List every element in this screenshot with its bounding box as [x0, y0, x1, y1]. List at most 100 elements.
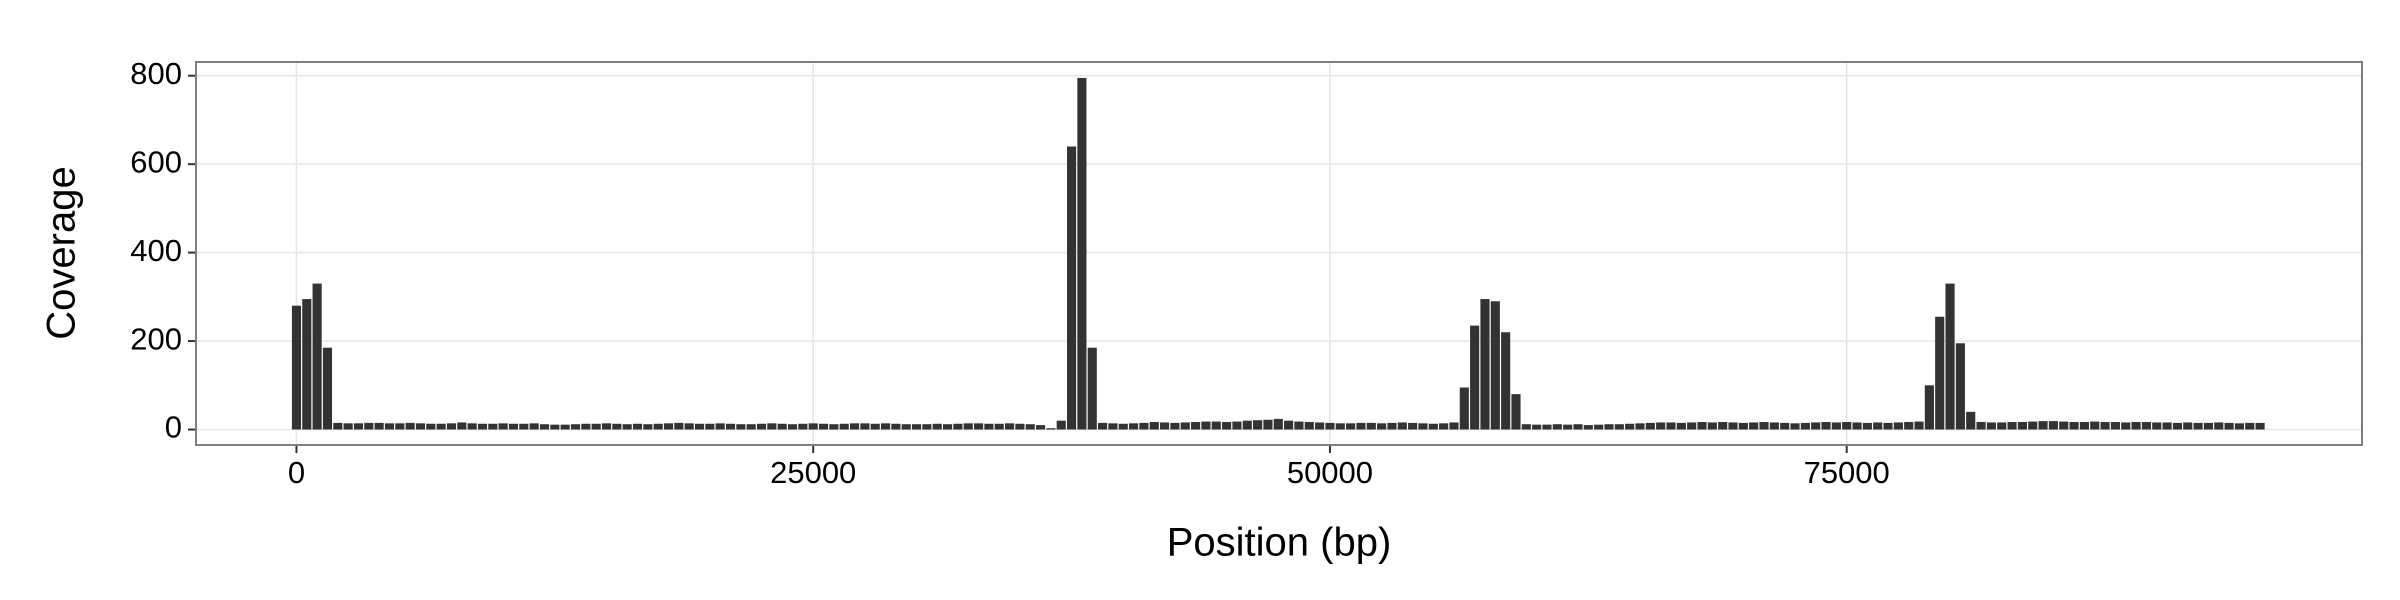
y-axis-title: Coverage — [40, 166, 84, 339]
bar — [1521, 424, 1531, 430]
bar — [581, 423, 591, 430]
bar — [1077, 77, 1087, 430]
bar — [756, 423, 767, 430]
bar — [1439, 423, 1449, 430]
bar — [1862, 422, 1872, 430]
bar — [2141, 422, 2151, 430]
bar — [1325, 422, 1335, 430]
bar — [2069, 422, 2079, 430]
bar — [1697, 422, 1707, 430]
bar — [1511, 394, 1521, 430]
x-tick-label: 25000 — [770, 455, 856, 490]
bar — [426, 423, 436, 430]
plot-panel — [196, 62, 2362, 445]
bar — [477, 423, 488, 430]
bar — [911, 424, 922, 430]
bar — [374, 422, 384, 430]
bar — [1470, 325, 1480, 430]
bar — [2028, 421, 2038, 430]
bar — [663, 423, 674, 430]
bar — [2121, 422, 2131, 430]
bar — [591, 423, 601, 430]
bar — [405, 422, 415, 430]
bar — [1769, 422, 1779, 430]
bar — [2059, 421, 2069, 430]
bar — [1728, 422, 1738, 430]
bar — [1924, 385, 1934, 430]
bar — [1656, 422, 1666, 430]
bar — [519, 423, 529, 430]
bar — [1614, 424, 1624, 430]
bar — [436, 423, 446, 430]
bar — [2172, 422, 2182, 430]
bar — [798, 423, 808, 430]
bar — [2110, 422, 2120, 430]
bar — [839, 423, 849, 430]
bar — [725, 423, 736, 430]
bar — [2224, 422, 2234, 430]
y-tick-label: 800 — [130, 56, 182, 91]
bar — [1842, 422, 1852, 430]
y-tick-label: 400 — [130, 233, 182, 268]
x-axis-title: Position (bp) — [1167, 521, 1392, 565]
bar — [1645, 422, 1655, 430]
bar — [508, 423, 519, 430]
bar — [570, 424, 581, 430]
bar — [2245, 422, 2255, 430]
bar — [860, 423, 870, 430]
bar — [705, 423, 715, 430]
bar — [1749, 422, 1759, 430]
bar — [498, 423, 508, 430]
plot-border — [195, 61, 2363, 446]
bar — [2048, 421, 2058, 430]
bar — [870, 423, 880, 430]
bar — [777, 423, 787, 430]
bar — [1707, 422, 1717, 430]
bar — [1790, 423, 1800, 430]
bar — [2152, 422, 2162, 430]
bar — [1759, 422, 1769, 430]
bar — [1935, 316, 1945, 430]
bar — [2162, 422, 2172, 430]
bar — [880, 423, 891, 430]
bar — [2183, 422, 2193, 430]
bar — [653, 423, 663, 430]
bar — [1263, 419, 1273, 430]
bar — [694, 423, 705, 430]
bar — [953, 423, 963, 430]
bar — [1356, 422, 1366, 430]
bar — [1149, 422, 1159, 430]
y-tick-label: 200 — [130, 321, 182, 356]
bar — [1552, 424, 1562, 430]
bar — [1408, 422, 1418, 430]
bar — [1304, 422, 1314, 430]
bar — [1191, 422, 1201, 430]
bar — [1738, 422, 1748, 430]
bar — [1945, 283, 1955, 430]
bar — [467, 423, 477, 430]
bar — [1160, 422, 1170, 430]
bar — [1025, 424, 1035, 430]
bar — [643, 424, 653, 430]
bar — [1986, 422, 1996, 430]
bar — [1294, 421, 1304, 430]
bar — [1459, 387, 1469, 430]
bar — [395, 423, 405, 430]
bar — [1583, 425, 1593, 430]
bar — [1346, 423, 1356, 430]
bar — [312, 283, 322, 430]
bar — [1098, 422, 1108, 430]
bar — [1273, 418, 1283, 430]
bar — [353, 423, 364, 430]
bar — [302, 299, 312, 430]
bar — [1976, 422, 1986, 430]
bar — [1015, 423, 1025, 430]
bar — [1904, 422, 1914, 430]
bar — [1831, 422, 1841, 430]
bar — [818, 423, 829, 430]
bar — [1397, 422, 1407, 430]
bar — [333, 422, 343, 430]
bar — [1718, 422, 1728, 430]
